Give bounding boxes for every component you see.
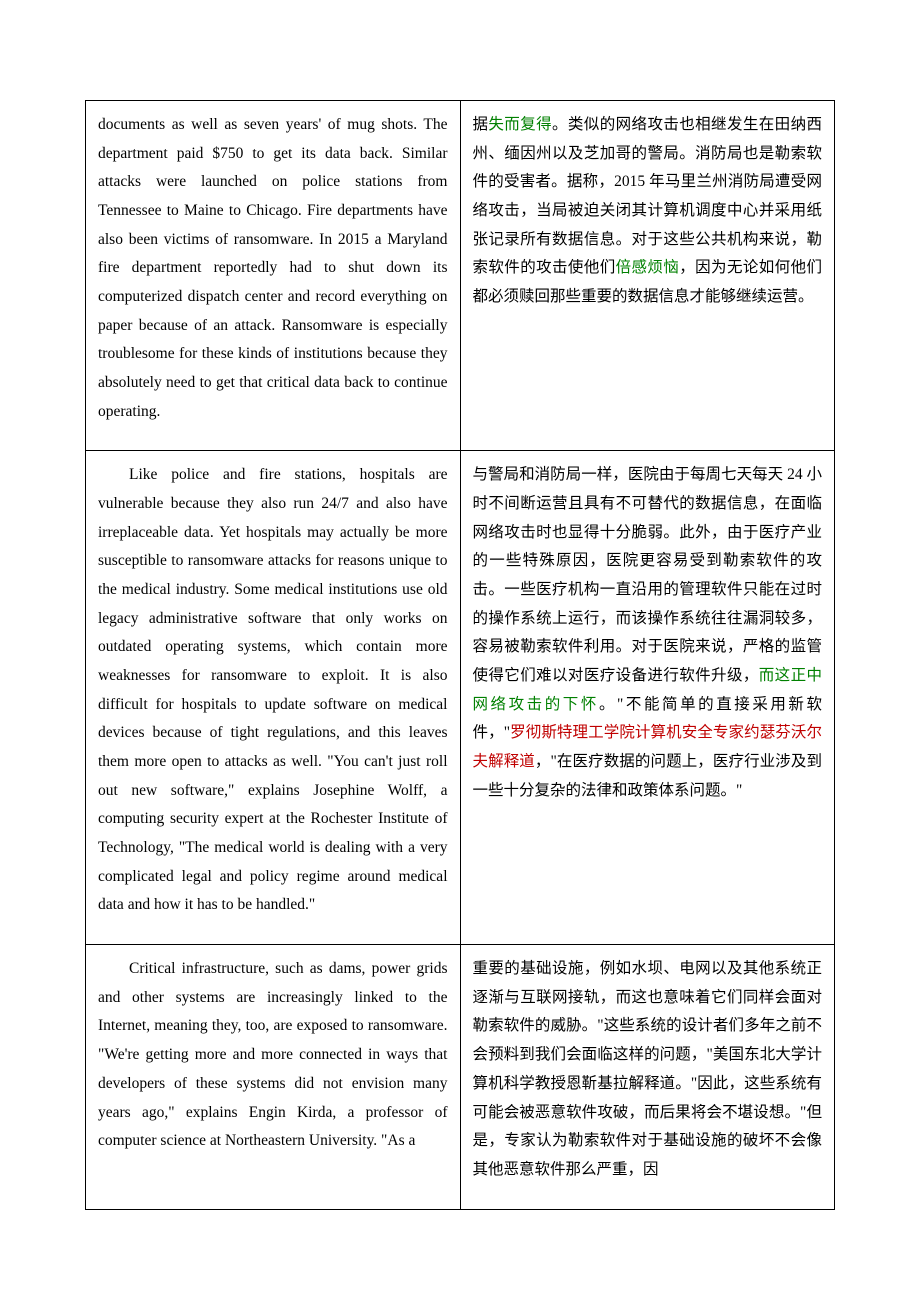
zh-cell-2: 与警局和消防局一样，医院由于每周七天每天 24 小时不间断运营且具有不可替代的数… (460, 451, 835, 945)
zh-text: 重要的基础设施，例如水坝、电网以及其他系统正逐渐与互联网接轨，而这也意味着它们同… (473, 960, 823, 1178)
table-row: documents as well as seven years' of mug… (86, 101, 835, 451)
zh-cell-3: 重要的基础设施，例如水坝、电网以及其他系统正逐渐与互联网接轨，而这也意味着它们同… (460, 945, 835, 1209)
zh-text: 与警局和消防局一样，医院由于每周七天每天 24 小时不间断运营且具有不可替代的数… (473, 466, 823, 684)
table-row: Like police and fire stations, hospitals… (86, 451, 835, 945)
translation-table: documents as well as seven years' of mug… (85, 100, 835, 1210)
table-row: Critical infrastructure, such as dams, p… (86, 945, 835, 1209)
highlight-green: 倍感烦恼 (616, 259, 680, 276)
en-text: Like police and fire stations, hospitals… (98, 466, 448, 913)
en-cell-3: Critical infrastructure, such as dams, p… (86, 945, 461, 1209)
en-text: documents as well as seven years' of mug… (98, 116, 448, 420)
zh-cell-1: 据失而复得。类似的网络攻击也相继发生在田纳西州、缅因州以及芝加哥的警局。消防局也… (460, 101, 835, 451)
highlight-green: 失而复得 (488, 116, 552, 133)
en-cell-2: Like police and fire stations, hospitals… (86, 451, 461, 945)
en-cell-1: documents as well as seven years' of mug… (86, 101, 461, 451)
en-text: Critical infrastructure, such as dams, p… (98, 960, 448, 1149)
zh-text: 。类似的网络攻击也相继发生在田纳西州、缅因州以及芝加哥的警局。消防局也是勒索软件… (473, 116, 823, 276)
zh-text: 据 (473, 116, 489, 133)
